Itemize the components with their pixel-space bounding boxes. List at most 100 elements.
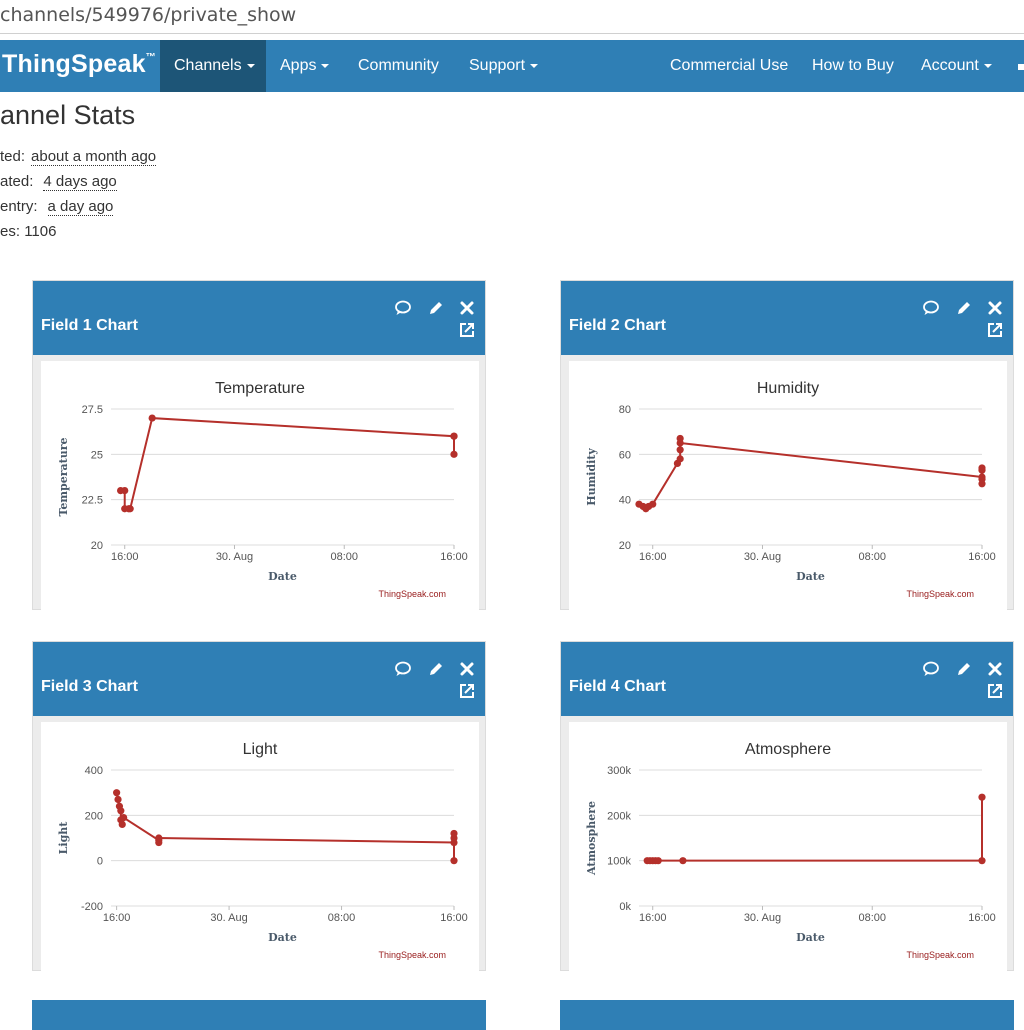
pencil-icon[interactable] [955, 299, 973, 317]
data-point[interactable] [676, 439, 684, 447]
panel-header: Field 2 Chart [561, 281, 1013, 355]
data-point[interactable] [155, 834, 163, 842]
data-point[interactable] [649, 500, 657, 508]
nav-channels[interactable]: Channels [160, 40, 266, 92]
data-point[interactable] [679, 857, 687, 865]
data-point[interactable] [118, 820, 126, 828]
panel-header: Field 4 Chart [561, 642, 1013, 716]
panel-header: Field 3 Chart [33, 642, 485, 716]
chart-title: Humidity [757, 380, 819, 397]
panel-title: Field 4 Chart [569, 678, 666, 695]
external-link-icon[interactable] [986, 682, 1004, 700]
pencil-icon[interactable] [427, 660, 445, 678]
nav-apps-label: Apps [280, 57, 317, 74]
data-point[interactable] [676, 455, 684, 463]
external-link-icon[interactable] [458, 682, 476, 700]
y-tick-label: 40 [619, 495, 631, 507]
pencil-icon[interactable] [427, 299, 445, 317]
data-point[interactable] [126, 505, 134, 513]
nav-support-label: Support [469, 57, 526, 74]
comment-icon[interactable] [394, 660, 412, 678]
panel-title: Field 2 Chart [569, 317, 666, 334]
stat-created: ted: about a month ago [0, 148, 157, 166]
stat-last-entry: entry: a day ago [0, 198, 114, 216]
stat-last-entry-label: entry: [0, 198, 38, 215]
nav-apps[interactable]: Apps [266, 40, 343, 92]
chart-title: Light [243, 741, 278, 758]
panel-title: Field 1 Chart [41, 317, 138, 334]
data-point[interactable] [114, 795, 122, 804]
page-title: annel Stats [0, 100, 136, 130]
y-tick-label: 300k [607, 765, 631, 777]
stat-updated-label: ated: [0, 173, 34, 190]
x-tick-label: 16:00 [968, 912, 996, 924]
external-link-icon[interactable] [986, 321, 1004, 339]
y-tick-label: 22.5 [82, 495, 103, 507]
close-icon[interactable] [458, 299, 476, 317]
address-url: channels/549976/private_show [0, 4, 297, 26]
series-line [115, 792, 455, 861]
y-axis-label: Temperature [57, 437, 70, 516]
chart-credit[interactable]: ThingSpeak.com [378, 589, 446, 599]
data-point[interactable] [120, 814, 128, 822]
data-point[interactable] [978, 464, 986, 472]
brand-tm: ™ [145, 52, 156, 63]
series-line [638, 438, 983, 511]
data-point[interactable] [148, 414, 156, 422]
address-bar[interactable]: channels/549976/private_show [0, 0, 1024, 34]
nav-account[interactable]: Account [907, 40, 1006, 92]
y-axis-label: Atmosphere [585, 801, 598, 876]
chart-credit[interactable]: ThingSpeak.com [906, 950, 974, 960]
nav-support[interactable]: Support [455, 40, 552, 92]
nav-community[interactable]: Community [344, 40, 453, 92]
stat-created-label: ted: [0, 148, 26, 165]
x-tick-label: 16:00 [440, 551, 468, 563]
chart-title: Temperature [215, 380, 305, 397]
data-point[interactable] [113, 789, 121, 797]
close-icon[interactable] [986, 299, 1004, 317]
comment-icon[interactable] [922, 299, 940, 317]
x-tick-label: 16:00 [103, 912, 131, 924]
chart-svg: Temperature 20 22.5 25 27.5 16:00 30. Aug 08:00… [57, 380, 468, 599]
nav-overflow-icon[interactable] [1018, 64, 1024, 70]
data-point[interactable] [450, 450, 458, 458]
data-point[interactable] [978, 793, 986, 801]
field-1-chart-panel: Field 1 Chart Temperature 20 22.5 25 27.5 16:0… [32, 280, 486, 611]
nav-channels-label: Channels [174, 57, 242, 74]
chevron-down-icon [321, 63, 330, 68]
field-5-chart-panel-header [32, 1000, 486, 1030]
data-point[interactable] [450, 829, 458, 838]
y-tick-label: 100k [607, 856, 631, 868]
data-point[interactable] [654, 857, 662, 865]
stat-entries-label: es: [0, 223, 21, 240]
brand-logo[interactable]: ThingSpeak™ [2, 50, 156, 79]
y-tick-label: 60 [619, 449, 631, 461]
chart-credit[interactable]: ThingSpeak.com [906, 589, 974, 599]
data-point[interactable] [117, 807, 125, 815]
x-tick-label: 16:00 [639, 912, 667, 924]
data-point[interactable] [978, 857, 986, 865]
data-point[interactable] [450, 857, 458, 865]
close-icon[interactable] [458, 660, 476, 678]
x-axis-label: Date [796, 570, 825, 583]
external-link-icon[interactable] [458, 321, 476, 339]
chart-title: Atmosphere [745, 741, 831, 758]
comment-icon[interactable] [394, 299, 412, 317]
x-tick-label: 30. Aug [210, 912, 247, 924]
y-tick-label: 27.5 [82, 404, 103, 416]
nav-how-to-buy[interactable]: How to Buy [798, 40, 908, 92]
nav-how-to-buy-label: How to Buy [812, 57, 894, 74]
data-point[interactable] [676, 446, 684, 454]
data-point[interactable] [978, 480, 986, 488]
field-6-chart-panel-header [560, 1000, 1014, 1030]
y-tick-label: 200k [607, 810, 631, 822]
pencil-icon[interactable] [955, 660, 973, 678]
nav-commercial-use[interactable]: Commercial Use [656, 40, 802, 92]
x-tick-label: 30. Aug [216, 551, 253, 563]
comment-icon[interactable] [922, 660, 940, 678]
close-icon[interactable] [986, 660, 1004, 678]
x-tick-label: 08:00 [330, 551, 358, 563]
data-point[interactable] [450, 432, 458, 440]
data-point[interactable] [121, 487, 129, 495]
chart-credit[interactable]: ThingSpeak.com [378, 950, 446, 960]
